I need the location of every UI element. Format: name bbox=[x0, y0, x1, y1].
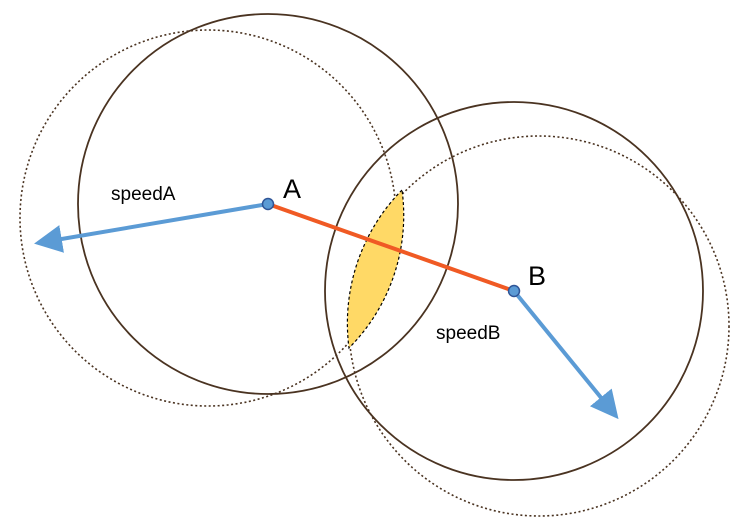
connector-line bbox=[267, 202, 515, 293]
circle-b bbox=[324, 101, 704, 481]
overlap-region bbox=[346, 188, 405, 350]
speed-b-label: speedB bbox=[436, 323, 500, 344]
point-a-label: A bbox=[283, 174, 301, 204]
speed-a-label: speedA bbox=[111, 184, 176, 205]
speed-b-arrow bbox=[512, 289, 619, 420]
point-b-marker bbox=[507, 284, 521, 298]
circle-a bbox=[77, 13, 459, 395]
point-b-label: B bbox=[528, 261, 546, 291]
speed-a-arrow bbox=[34, 202, 269, 253]
point-a-marker bbox=[261, 197, 275, 211]
circle-b-projected bbox=[348, 135, 730, 517]
